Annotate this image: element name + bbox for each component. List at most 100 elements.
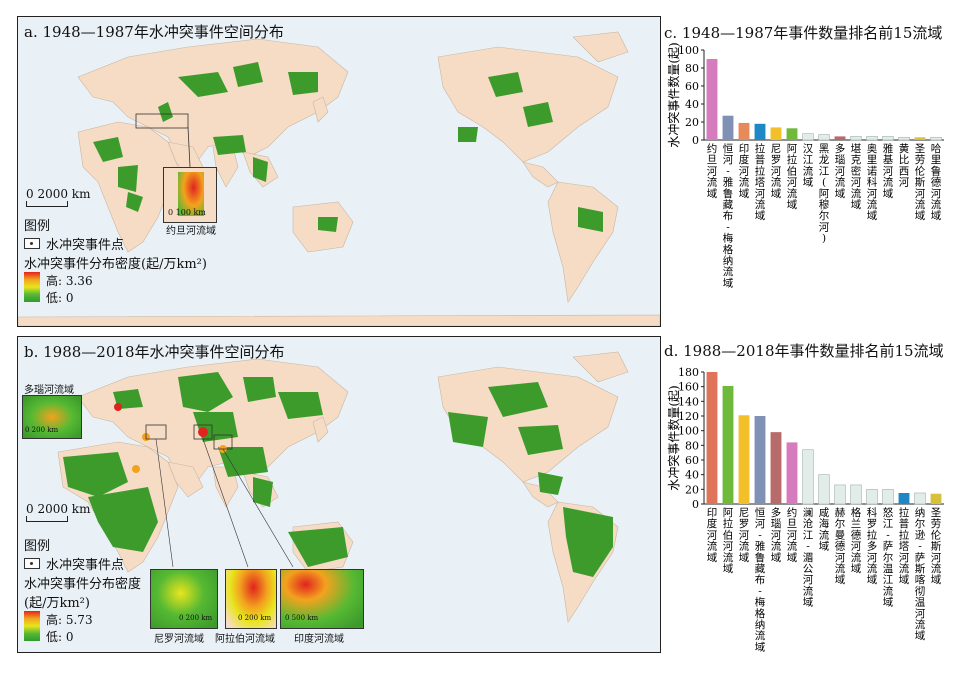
- bar: [866, 136, 878, 141]
- bar: [930, 493, 942, 504]
- bar: [786, 442, 798, 504]
- y-axis-label: 水冲突事件数量(起): [666, 385, 681, 490]
- inset-label-arabian: 阿拉伯河流域: [215, 634, 275, 645]
- bar: [706, 59, 718, 140]
- bar: [754, 123, 766, 140]
- category-label: 奥里诺科河流域: [867, 142, 878, 222]
- bar: [818, 134, 830, 141]
- y-tick-label: 80: [685, 62, 699, 75]
- y-tick-label: 100: [678, 44, 699, 57]
- category-label: 堪克密河流域: [851, 143, 862, 211]
- legend-event-a: 水冲突事件点: [24, 234, 207, 253]
- bar: [898, 137, 910, 141]
- inset-label-jordan: 约旦河流域: [166, 226, 216, 237]
- category-label: 尼罗河流域: [771, 143, 782, 200]
- y-tick-label: 20: [685, 116, 699, 129]
- category-label: 约旦河流域: [707, 142, 718, 200]
- bar: [866, 489, 878, 505]
- y-tick-label: 60: [685, 80, 699, 93]
- inset-scale-a: 0 100 km: [168, 208, 206, 217]
- category-label: 多瑙河流域: [771, 506, 782, 564]
- y-tick-label: 120: [678, 410, 699, 423]
- y-tick-label: 0: [692, 498, 699, 511]
- bar: [722, 115, 734, 140]
- inset-label-danube: 多瑙河流域: [24, 385, 74, 396]
- inset-nile-scale: 0 200 km: [179, 614, 213, 622]
- legend-low-a: 低: 0: [46, 291, 74, 305]
- category-label: 怒江-萨尔温江流域: [883, 506, 894, 609]
- inset-indus: 0 500 km: [280, 569, 364, 629]
- y-axis-label: 水冲突事件数量(起): [666, 42, 681, 147]
- legend-density-a: 水冲突事件分布密度(起/万km²): [24, 257, 207, 272]
- bar: [914, 137, 926, 140]
- map-title-b: b. 1988—2018年水冲突事件空间分布: [24, 343, 285, 361]
- bar: [722, 385, 734, 504]
- bar: [834, 136, 846, 140]
- category-label: 尼罗河流域: [739, 507, 750, 564]
- bar: [882, 489, 894, 505]
- inset-indus-scale: 0 500 km: [285, 614, 319, 622]
- bar: [770, 127, 782, 140]
- bar-chart-c: 水冲突事件数量(起) 0 20 40 60 80 100 约旦河流域恒河-雅鲁藏布-梅格纳流域…: [666, 42, 944, 289]
- inset-danube-scale: 0 200 km: [25, 426, 59, 434]
- category-label: 多瑙河流域: [835, 142, 846, 200]
- category-label: 恒河-雅鲁藏布-梅格纳流域: [755, 506, 766, 653]
- category-label: 澜沧江-湄公河流域: [803, 506, 814, 609]
- bar: [930, 137, 942, 141]
- bar: [882, 136, 894, 141]
- bar: [770, 432, 782, 504]
- scale-label-a: 0 2000 km: [26, 187, 91, 201]
- legend-a: 图例 水冲突事件点 水冲突事件分布密度(起/万km²) 高: 3.36 低: 0: [24, 215, 207, 306]
- scale-bar-b: 0 2000 km: [26, 502, 90, 522]
- inset-danube: 0 200 km: [22, 395, 82, 439]
- y-tick-label: 60: [685, 454, 699, 467]
- category-label: 科罗拉多河流域: [867, 506, 878, 586]
- category-label: 拉普拉塔河流域: [755, 142, 766, 222]
- inset-jordan-a: 0 100 km: [163, 167, 217, 223]
- inset-arabian: 0 200 km: [225, 569, 277, 629]
- event-point-icon: [24, 558, 40, 569]
- bar: [898, 493, 910, 504]
- category-label: 格兰德河流域: [851, 506, 862, 575]
- bar: [850, 484, 862, 505]
- y-tick-label: 40: [685, 98, 699, 111]
- y-tick-label: 40: [685, 469, 699, 482]
- y-tick-label: 0: [692, 134, 699, 147]
- map-panel-a: a. 1948—1987年水冲突事件空间分布 0 2000 km 0 100 k…: [17, 16, 661, 327]
- legend-heading-a: 图例: [24, 219, 51, 234]
- category-label: 雅基河流域: [883, 142, 894, 200]
- bar: [914, 492, 926, 505]
- category-label: 圣劳伦斯河流域: [931, 507, 942, 586]
- legend-high-a: 高: 3.36: [46, 274, 93, 288]
- legend-low-b: 低: 0: [46, 630, 74, 644]
- bar: [738, 122, 750, 140]
- category-label: 黑龙江(阿穆尔河): [819, 143, 830, 245]
- map-title-a: a. 1948—1987年水冲突事件空间分布: [24, 23, 284, 41]
- category-label: 赫尔曼德河流域: [835, 507, 846, 586]
- bar: [754, 416, 766, 504]
- density-gradient-a: [24, 272, 40, 302]
- category-label: 印度河流域: [739, 143, 750, 200]
- y-tick-label: 100: [678, 425, 699, 438]
- chart-title-d: d. 1988—2018年事件数量排名前15流域: [664, 342, 944, 360]
- category-label: 汉江流域: [803, 143, 814, 189]
- chart-title-c: c. 1948—1987年事件数量排名前15流域: [664, 24, 943, 42]
- category-label: 咸海流域: [819, 507, 830, 553]
- category-label: 印度河流域: [707, 507, 718, 564]
- legend-density-unit-b: (起/万km²): [24, 596, 90, 611]
- category-label: 黄比西河: [899, 142, 910, 189]
- world-map-a: [18, 31, 660, 326]
- bar: [802, 449, 814, 505]
- inset-nile: 0 200 km: [150, 569, 218, 629]
- legend-high-b: 高: 5.73: [46, 613, 93, 627]
- category-label: 阿拉伯河流域: [723, 507, 734, 575]
- bar: [738, 415, 750, 504]
- bar: [834, 484, 846, 505]
- inset-label-nile: 尼罗河流域: [154, 634, 204, 645]
- y-tick-label: 180: [678, 366, 699, 379]
- inset-arabian-scale: 0 200 km: [238, 614, 272, 622]
- category-label: 圣劳伦斯河流域: [915, 143, 926, 222]
- y-tick-label: 80: [685, 439, 699, 452]
- category-label: 约旦河流域: [787, 506, 798, 564]
- bar: [786, 128, 798, 140]
